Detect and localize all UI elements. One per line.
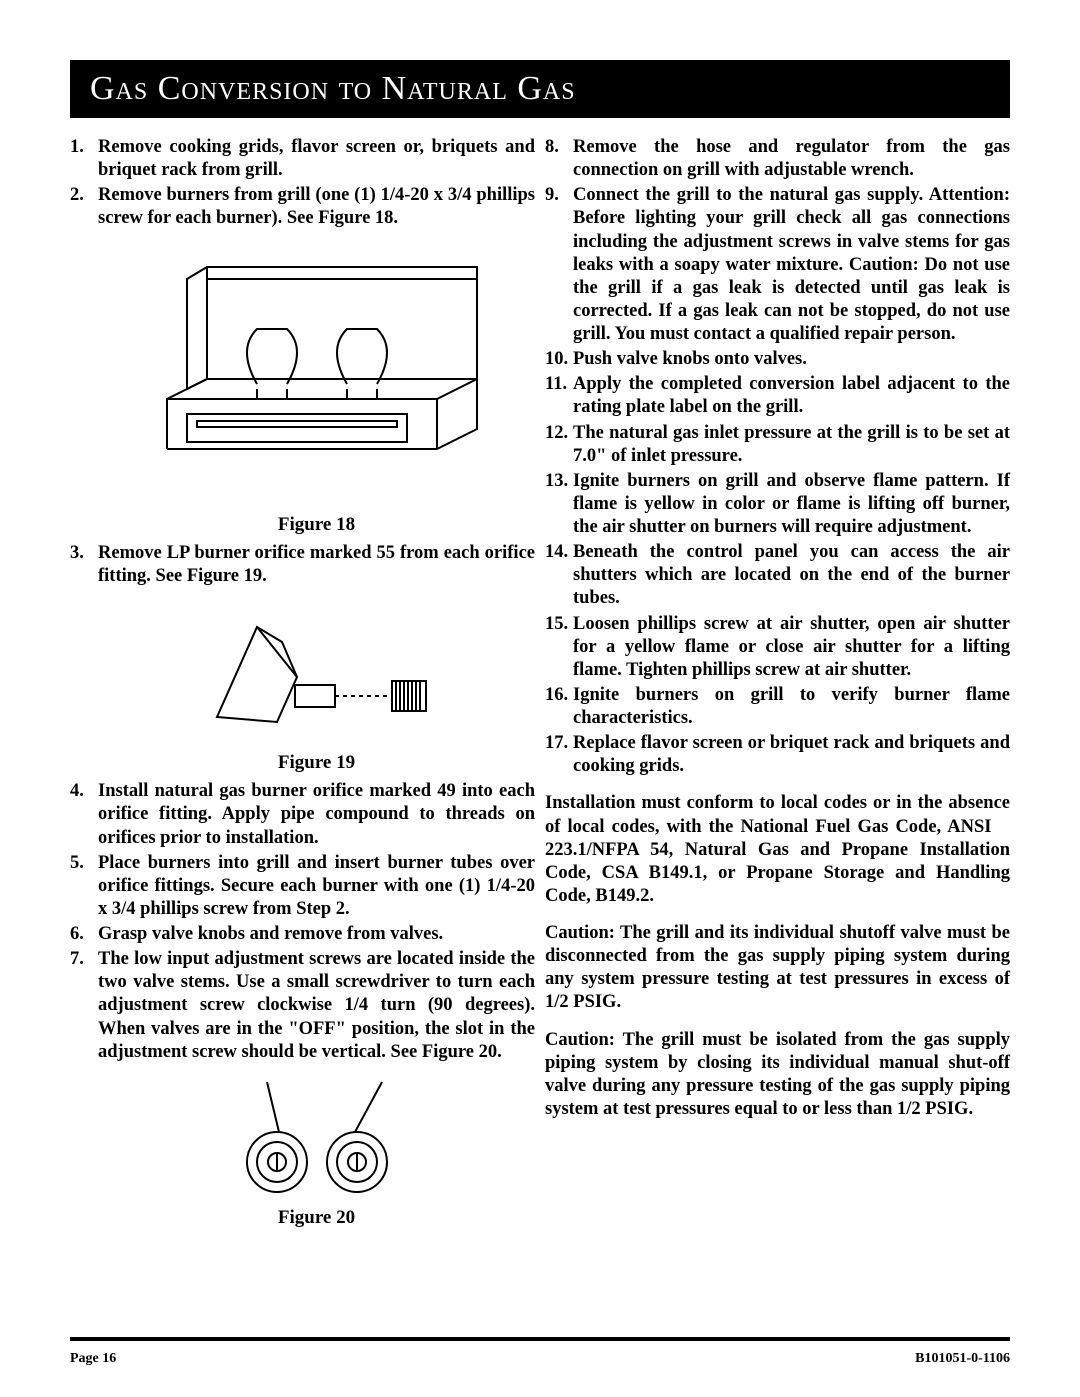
step-text: Replace flavor screen or briquet rack an… — [573, 733, 1010, 776]
step-text: Remove LP burner orifice marked 55 from … — [98, 543, 535, 586]
caution-2: Caution: The grill must be isolated from… — [545, 1029, 1010, 1122]
doc-number: B101051-0-1106 — [915, 1351, 1010, 1367]
step-17: Replace flavor screen or briquet rack an… — [545, 732, 1010, 778]
step-5: Place burners into grill and insert burn… — [70, 852, 535, 921]
step-text: Remove burners from grill (one (1) 1/4-2… — [98, 185, 535, 228]
step-text: Loosen phillips screw at air shutter, op… — [573, 614, 1010, 680]
step-1: Remove cooking grids, flavor screen or, … — [70, 136, 535, 182]
figure-18-caption: Figure 18 — [98, 513, 535, 537]
grill-drawing-icon — [137, 239, 497, 509]
step-text: Grasp valve knobs and remove from valves… — [98, 924, 443, 944]
figure-20: Figure 20 — [98, 1072, 535, 1230]
step-text: Install natural gas burner orifice marke… — [98, 781, 535, 847]
step-16: Ignite burners on grill to verify burner… — [545, 684, 1010, 730]
figure-19: Figure 19 — [98, 597, 535, 775]
step-text: Remove the hose and regulator from the g… — [573, 137, 1010, 180]
step-14: Beneath the control panel you can access… — [545, 541, 1010, 610]
page-number: Page 16 — [70, 1351, 116, 1367]
step-10: Push valve knobs onto valves. — [545, 348, 1010, 371]
page-footer: Page 16 B101051-0-1106 — [70, 1351, 1010, 1367]
step-8: Remove the hose and regulator from the g… — [545, 136, 1010, 182]
figure-20-caption: Figure 20 — [98, 1206, 535, 1230]
step-13: Ignite burners on grill and observe flam… — [545, 470, 1010, 539]
figure-18: Figure 18 — [98, 239, 535, 537]
step-text: Apply the completed conversion label adj… — [573, 374, 1010, 417]
section-title-text: Gas Conversion to Natural Gas — [90, 70, 576, 107]
body-columns: Remove cooking grids, flavor screen or, … — [70, 136, 1010, 1230]
step-7: The low input adjustment screws are loca… — [70, 948, 535, 1229]
step-6: Grasp valve knobs and remove from valves… — [70, 923, 535, 946]
step-text: Ignite burners on grill to verify burner… — [573, 685, 1010, 728]
step-3: Remove LP burner orifice marked 55 from … — [70, 542, 535, 774]
footer-rule — [70, 1337, 1010, 1341]
step-text: Place burners into grill and insert burn… — [98, 853, 535, 919]
step-text: The low input adjustment screws are loca… — [98, 949, 535, 1062]
section-title-bar: Gas Conversion to Natural Gas — [70, 60, 1010, 118]
step-text: Ignite burners on grill and observe flam… — [573, 471, 1010, 537]
valve-drawing-icon — [207, 1072, 427, 1202]
step-9: Connect the grill to the natural gas sup… — [545, 184, 1010, 346]
orifice-drawing-icon — [187, 597, 447, 747]
step-12: The natural gas inlet pressure at the gr… — [545, 422, 1010, 468]
step-text: Beneath the control panel you can access… — [573, 542, 1010, 608]
step-text: The natural gas inlet pressure at the gr… — [573, 423, 1010, 466]
step-2: Remove burners from grill (one (1) 1/4-2… — [70, 184, 535, 536]
step-11: Apply the completed conversion label adj… — [545, 373, 1010, 419]
step-text: Remove cooking grids, flavor screen or, … — [98, 137, 535, 180]
figure-19-caption: Figure 19 — [98, 751, 535, 775]
step-4: Install natural gas burner orifice marke… — [70, 780, 535, 849]
caution-1: Caution: The grill and its individual sh… — [545, 922, 1010, 1015]
codes-note: Installation must conform to local codes… — [545, 792, 1010, 908]
step-15: Loosen phillips screw at air shutter, op… — [545, 613, 1010, 682]
step-text: Connect the grill to the natural gas sup… — [573, 185, 1010, 344]
step-text: Push valve knobs onto valves. — [573, 349, 807, 369]
